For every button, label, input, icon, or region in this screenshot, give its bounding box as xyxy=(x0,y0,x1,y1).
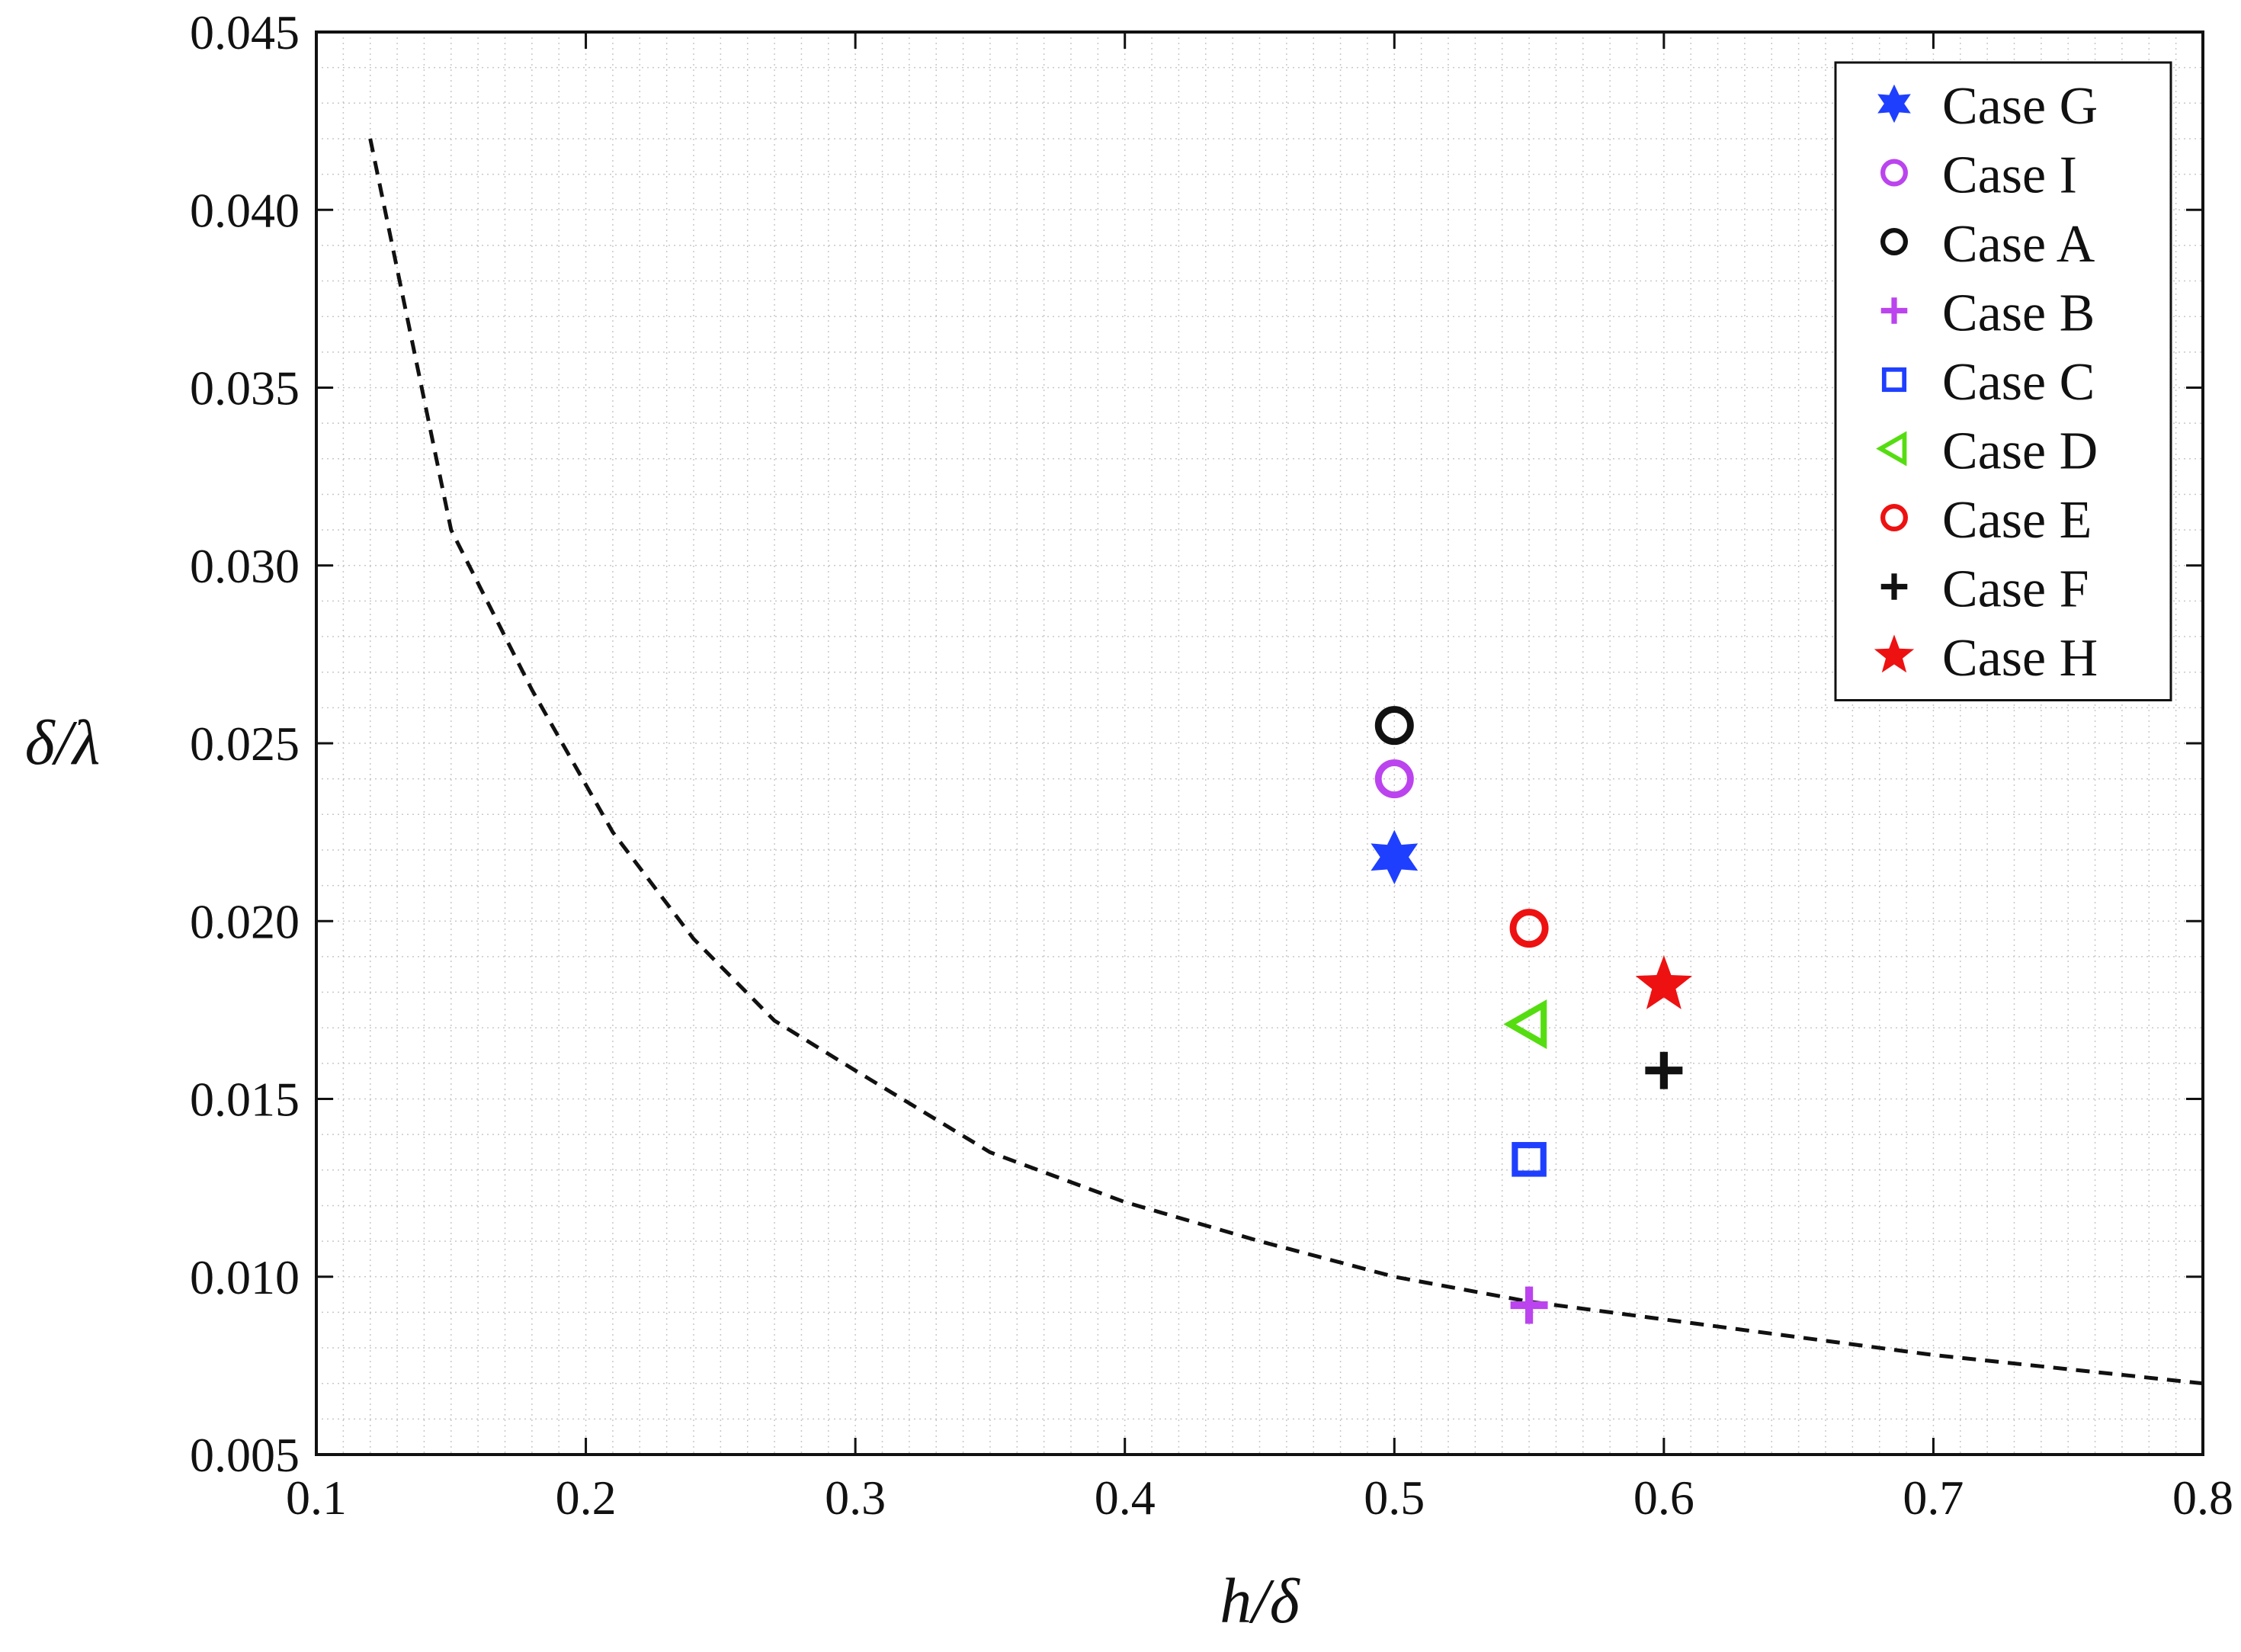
legend-marker xyxy=(1880,503,1909,531)
y-tick-label: 0.020 xyxy=(190,894,300,948)
x-tick-label: 0.5 xyxy=(1364,1471,1425,1525)
legend-marker xyxy=(1876,431,1907,467)
legend-label: Case D xyxy=(1942,422,2098,481)
marker-circle xyxy=(1880,159,1909,187)
y-tick-label: 0.005 xyxy=(190,1428,300,1482)
legend-label: Case E xyxy=(1942,491,2092,550)
legend-marker xyxy=(1880,297,1908,324)
legend-marker xyxy=(1877,84,1911,123)
marker-plus xyxy=(1510,1286,1548,1324)
point-case-e xyxy=(1509,909,1549,948)
x-tick-label: 0.8 xyxy=(2172,1471,2233,1525)
x-tick-label: 0.7 xyxy=(1903,1471,1964,1525)
point-case-i xyxy=(1374,759,1414,799)
legend-label: Case H xyxy=(1942,629,2098,688)
y-tick-label: 0.045 xyxy=(190,5,300,59)
legend-label: Case I xyxy=(1942,146,2077,205)
y-tick-label: 0.040 xyxy=(190,183,300,237)
marker-plus xyxy=(1880,573,1908,600)
legend-marker xyxy=(1880,573,1908,600)
point-case-d xyxy=(1503,999,1547,1050)
marker-plus xyxy=(1880,297,1908,324)
legend-label: Case B xyxy=(1942,284,2095,343)
legend-label: Case C xyxy=(1942,353,2095,412)
marker-star xyxy=(1874,634,1915,673)
marker-plus xyxy=(1645,1051,1683,1089)
x-tick-label: 0.3 xyxy=(825,1471,886,1525)
legend-label: Case G xyxy=(1942,77,2098,136)
point-case-b xyxy=(1510,1286,1548,1324)
y-tick-label: 0.030 xyxy=(190,539,300,593)
x-tick-label: 0.1 xyxy=(286,1471,347,1525)
marker-circle xyxy=(1880,227,1909,255)
marker-circle xyxy=(1374,706,1414,746)
marker-square xyxy=(1881,367,1907,393)
x-tick-label: 0.4 xyxy=(1095,1471,1156,1525)
marker-triangle xyxy=(1876,431,1907,467)
marker-star xyxy=(1635,955,1692,1009)
y-axis-label: δ/λ xyxy=(25,707,101,778)
point-case-f xyxy=(1645,1051,1683,1089)
point-case-c xyxy=(1512,1142,1547,1177)
axis-ticks: 0.1 0.2 0.3 0.4 0.5 0.6 0.7 0.8 0.005 0.010 0.015 0… xyxy=(190,5,2233,1525)
legend-label: Case F xyxy=(1942,560,2089,619)
legend-box xyxy=(1834,61,2172,701)
legend: Case G Case I Case A Case B Case C Case D Case… xyxy=(1834,61,2172,701)
y-tick-label: 0.010 xyxy=(190,1250,300,1304)
x-axis-label: h/δ xyxy=(1220,1566,1300,1637)
marker-square xyxy=(1512,1142,1547,1177)
marker-star xyxy=(1877,84,1911,123)
x-tick-label: 0.6 xyxy=(1633,1471,1694,1525)
point-case-g xyxy=(1371,829,1419,884)
marker-triangle xyxy=(1503,999,1547,1050)
data-points xyxy=(1371,706,1692,1324)
y-tick-label: 0.025 xyxy=(190,717,300,771)
y-tick-label: 0.035 xyxy=(190,361,300,415)
point-case-a xyxy=(1374,706,1414,746)
marker-circle xyxy=(1880,503,1909,531)
legend-marker xyxy=(1881,367,1907,393)
dashed-curve xyxy=(368,138,2204,1386)
legend-label: Case A xyxy=(1942,215,2095,274)
y-tick-label: 0.015 xyxy=(190,1073,300,1127)
legend-marker xyxy=(1880,227,1909,255)
marker-star xyxy=(1371,829,1419,884)
marker-circle xyxy=(1374,759,1414,799)
legend-marker xyxy=(1880,159,1909,187)
point-case-h xyxy=(1635,955,1692,1009)
grid-lines xyxy=(316,32,2203,1455)
legend-marker xyxy=(1874,634,1915,673)
marker-circle xyxy=(1509,909,1549,948)
dashed-curve-line xyxy=(368,138,2204,1386)
x-tick-label: 0.2 xyxy=(556,1471,617,1525)
